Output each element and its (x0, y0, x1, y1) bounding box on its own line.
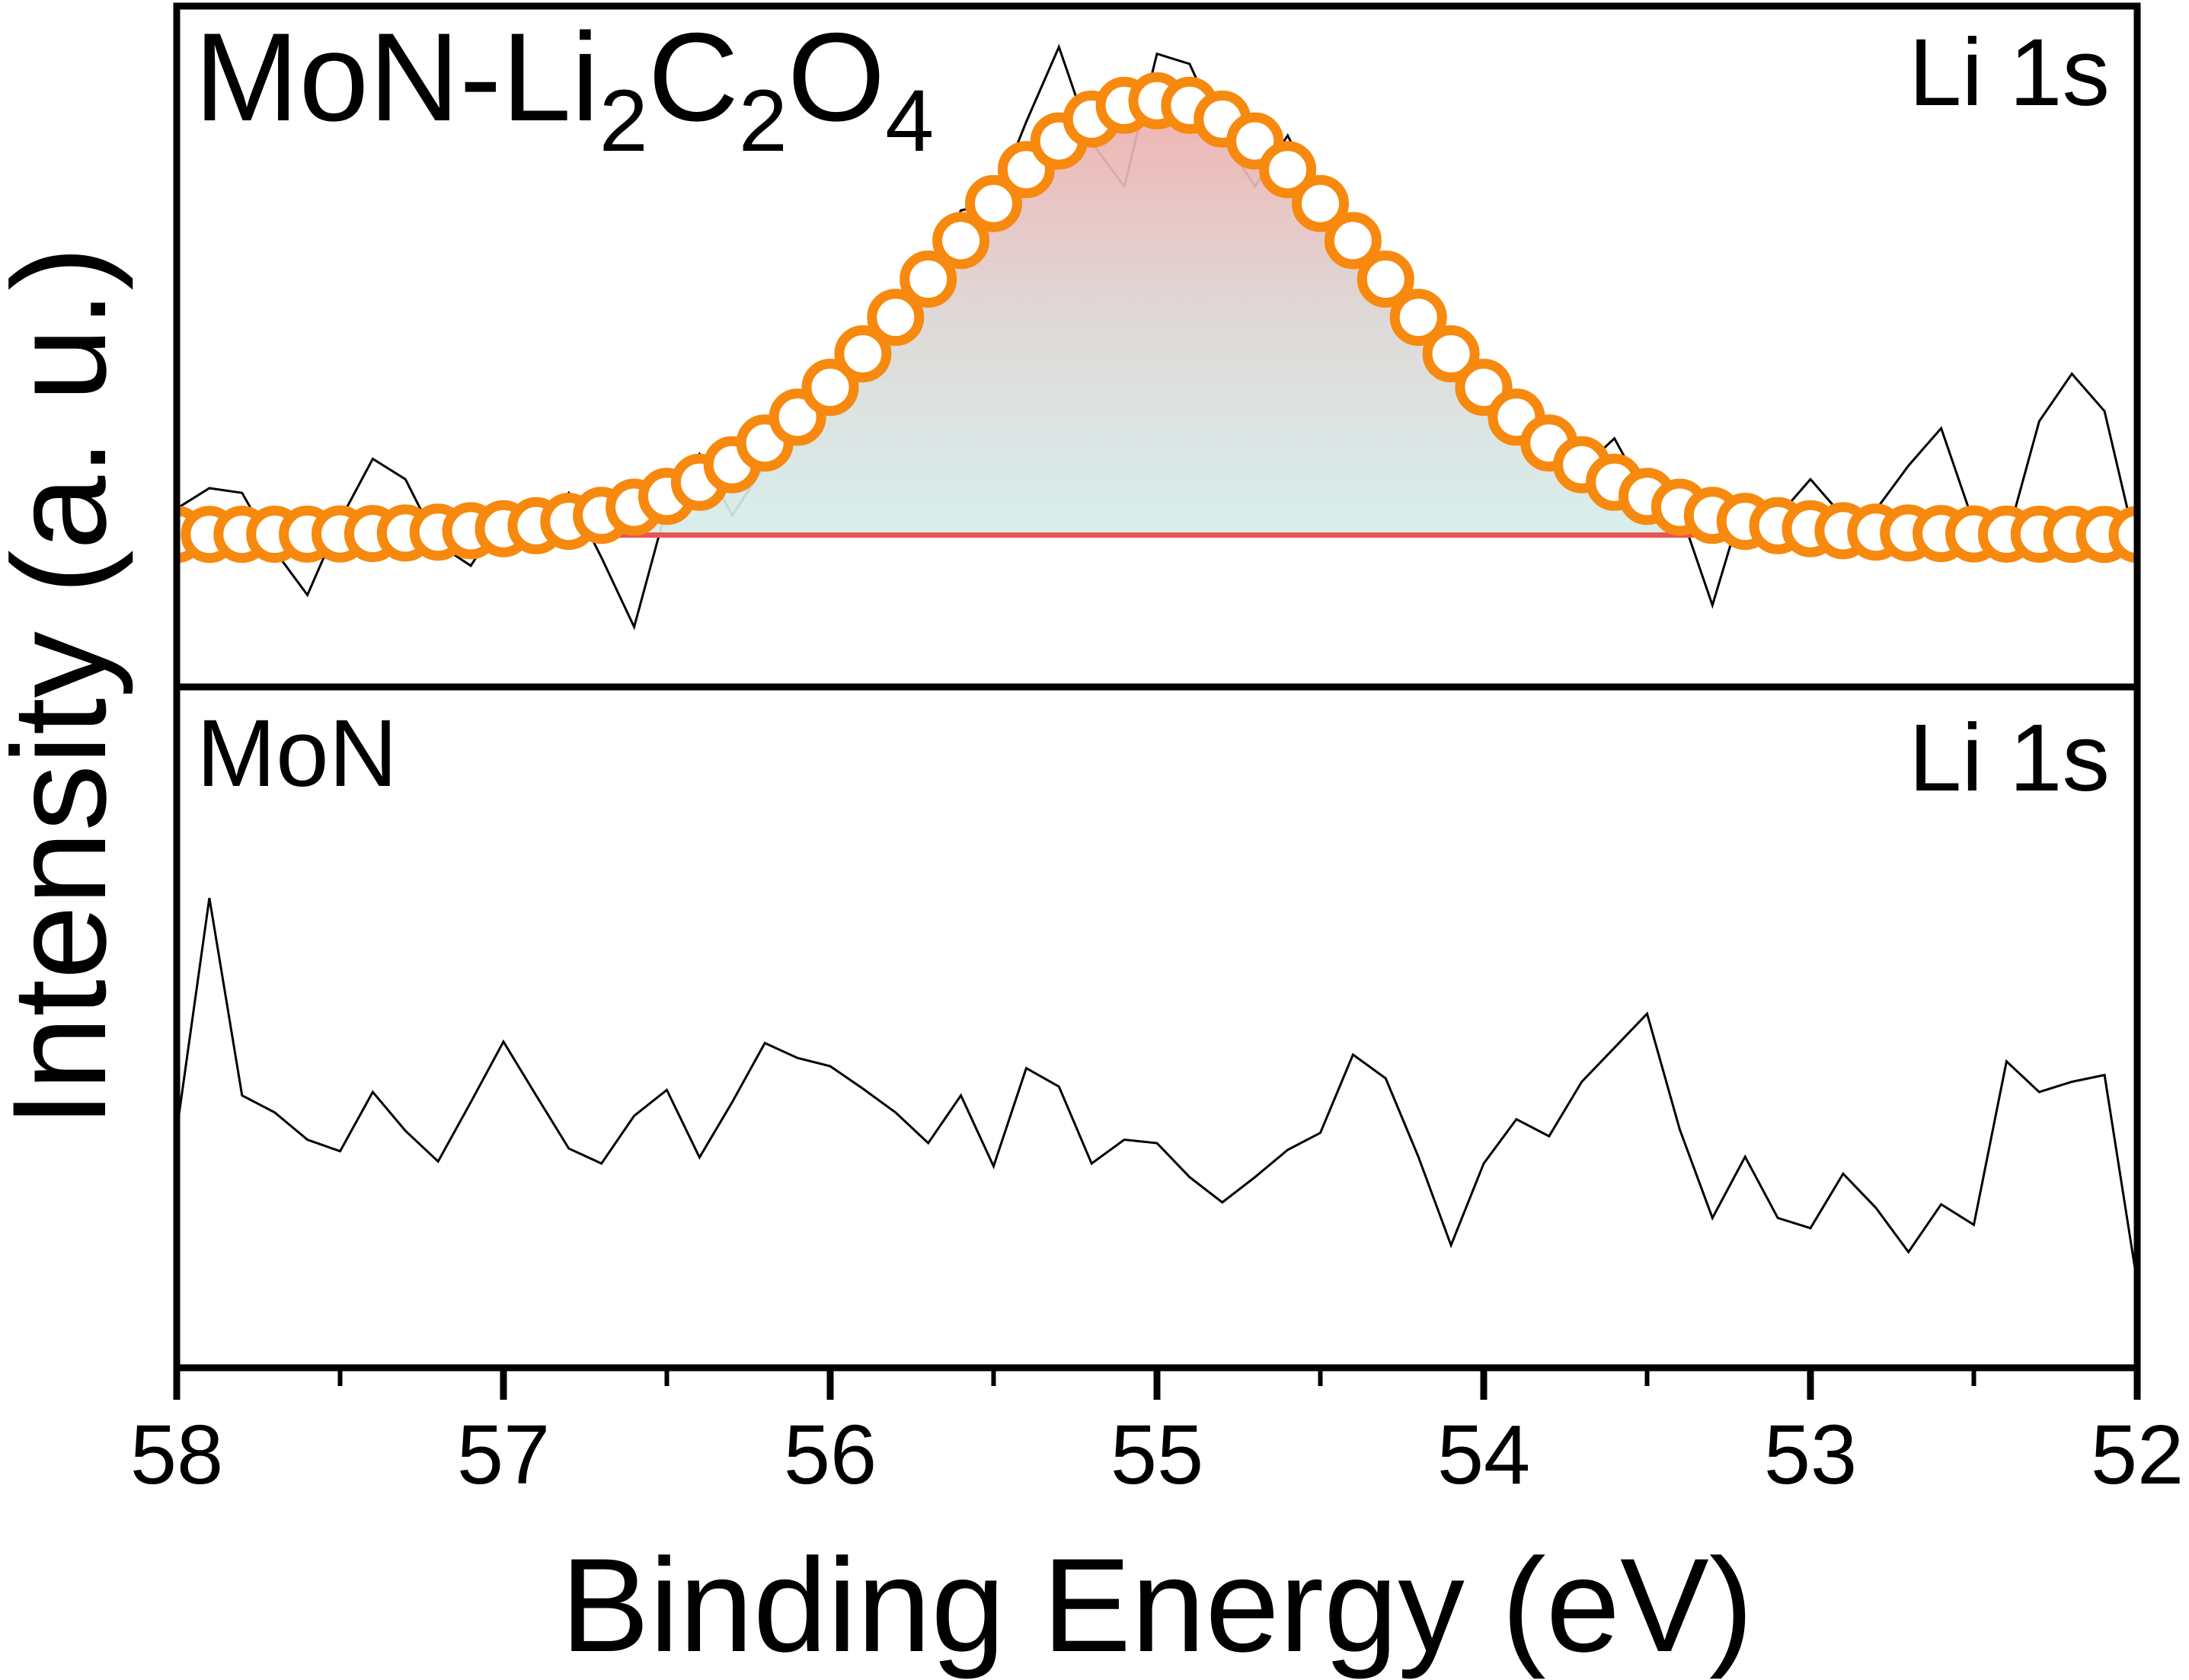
fit-marker (1259, 141, 1317, 199)
x-axis-tick-labels: 58 57 56 55 54 53 52 (130, 1408, 2184, 1502)
bottom-panel-frame (173, 683, 2141, 1372)
fit-marker (2108, 506, 2137, 564)
fit-marker (932, 212, 990, 270)
x-tick-label: 52 (2091, 1408, 2184, 1502)
fit-marker (801, 359, 859, 417)
fit-marker (965, 174, 1022, 232)
fit-marker (1389, 289, 1447, 347)
x-axis-ticks (173, 1368, 2141, 1400)
x-tick-label: 54 (1437, 1408, 1530, 1502)
fit-marker (1324, 212, 1382, 270)
x-tick-label: 57 (457, 1408, 550, 1502)
y-axis-title: Intensity (a. u.) (0, 246, 134, 1127)
fit-marker (834, 325, 892, 383)
x-tick-label: 53 (1764, 1408, 1857, 1502)
corner-label-li1s-top: Li 1s (1909, 20, 2110, 126)
gaussian-fit-markers (177, 72, 2137, 564)
panel-label-mon: MoN (197, 701, 398, 806)
raw-spectrum-trace-bottom (177, 897, 2137, 1283)
fit-marker (1357, 251, 1414, 308)
fit-marker (900, 251, 957, 308)
x-tick-label: 58 (130, 1408, 223, 1502)
corner-label-li1s-bottom: Li 1s (1909, 705, 2110, 811)
top-panel (177, 43, 2137, 631)
x-tick-label: 56 (784, 1408, 877, 1502)
x-axis-title: Binding Energy (eV) (561, 1531, 1753, 1680)
x-tick-label: 55 (1110, 1408, 1203, 1502)
bottom-panel (177, 897, 2137, 1283)
fit-marker (867, 289, 925, 347)
fit-marker (1422, 325, 1480, 383)
panel-label-mon-li2c2o4: MoN-Li2C2O4 (194, 7, 934, 170)
peak-fill-area (568, 101, 1729, 535)
fit-marker (1292, 174, 1349, 232)
